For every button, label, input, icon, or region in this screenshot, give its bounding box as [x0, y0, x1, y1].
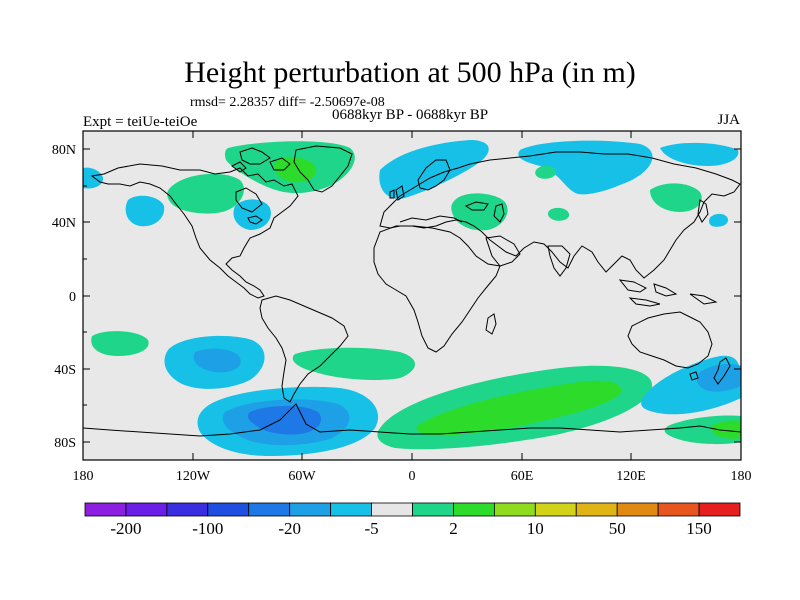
blob-small-atlantic-green [535, 165, 556, 179]
plot-title: Height perturbation at 500 hPa (in m) [184, 56, 636, 89]
lat-label-80n: 80N [52, 143, 76, 158]
blob-pacific-nw-blue [83, 167, 104, 189]
lon-label-180e: 180 [731, 469, 752, 484]
colorbar-swatch [575, 502, 618, 517]
lon-label-120e: 120E [616, 469, 646, 484]
coastline-africa [373, 225, 501, 353]
colorbar-swatch [289, 502, 332, 517]
lat-label-80s: 80S [54, 436, 76, 451]
lon-label-180w: 180 [73, 469, 94, 484]
map-panel [83, 131, 741, 460]
blob-pacific-ne-blue [125, 195, 165, 227]
colorbar-swatch [371, 502, 413, 517]
blob-south-america-green [292, 347, 415, 380]
blob-south-pacific-green [91, 331, 149, 356]
coastline-new-zealand [713, 357, 731, 385]
coastline-black-sea [464, 201, 489, 211]
colorbar-tick-label: -200 [110, 519, 141, 538]
colorbar-tick-label: 2 [449, 519, 458, 538]
blob-australia-south-blue-core [696, 364, 741, 392]
coastline-arctic-islands [231, 147, 291, 173]
axis-ticks [82, 131, 742, 460]
coastline-scandinavia [417, 159, 451, 191]
coastline-madagascar [485, 313, 497, 335]
coastline-greenland [293, 145, 353, 193]
blob-europe-green [451, 193, 508, 231]
coastline-antarctica [83, 403, 741, 437]
lat-label-40s: 40S [54, 363, 76, 378]
lon-label-0: 0 [409, 469, 416, 484]
coastline-india [547, 245, 571, 277]
blob-greenland-core [274, 157, 317, 183]
blob-north-america-green [167, 173, 244, 214]
lon-label-120w: 120W [176, 469, 211, 484]
colorbar-swatch [166, 502, 209, 517]
coastline-caspian [493, 203, 505, 223]
colorbar-tick-label: -100 [192, 519, 223, 538]
blob-eurasia-small-green [547, 207, 570, 221]
latitude-labels: 80N 40N 0 40S 80S [52, 143, 76, 451]
colorbar-swatch [412, 502, 454, 517]
coastline-mediterranean [399, 215, 463, 223]
blob-southern-ocean-green-core [416, 380, 622, 436]
colorbar-labels: -200 -100 -20 -5 2 10 50 150 [110, 519, 711, 538]
lat-label-40n: 40N [52, 216, 76, 231]
blob-arctic-east-blue [660, 142, 739, 166]
blob-far-east-blue [709, 213, 728, 227]
colorbar-tick-label: 50 [609, 519, 626, 538]
coastline-hudson-bay [235, 187, 263, 213]
colorbar-swatch [330, 502, 372, 517]
blob-ross-sea-green-core [711, 420, 741, 439]
experiment-label: Expt = teiUe-teiOe [83, 114, 198, 130]
coastline-se-asia-islands [618, 279, 718, 307]
coastline-north-america [90, 163, 299, 299]
blob-south-pacific-blue-core [193, 348, 241, 373]
coastline-tasmania [689, 371, 699, 381]
blob-hudson-blue [233, 199, 271, 230]
colorbar-tick-label: -5 [364, 519, 378, 538]
colorbar-swatch [453, 502, 495, 517]
blob-north-atlantic-blue [379, 140, 489, 199]
season-label: JJA [717, 112, 740, 128]
lat-label-0: 0 [69, 290, 76, 305]
colorbar-swatch [493, 502, 536, 517]
period-label: 0688kyr BP - 0688kyr BP [332, 107, 488, 123]
colorbar-swatch [207, 502, 250, 517]
lon-label-60w: 60W [288, 469, 316, 484]
blob-east-asia-green [650, 183, 702, 212]
colorbar-swatch [84, 502, 127, 517]
coastline-australia [627, 311, 713, 369]
contour-fills [83, 140, 741, 456]
stats-text: rmsd= 2.28357 diff= -2.50697e-08 [190, 95, 385, 110]
colorbar-swatch [657, 502, 700, 517]
colorbar-tick-label: -20 [278, 519, 301, 538]
coastline-great-lakes [247, 215, 263, 225]
coastline-south-america [259, 295, 349, 403]
colorbar-swatch [698, 502, 741, 517]
colorbar-swatch [616, 502, 659, 517]
colorbar-tick-label: 150 [686, 519, 712, 538]
coastline-british-isles [389, 185, 405, 201]
coastline-japan [697, 199, 709, 223]
colorbar-swatch [534, 502, 577, 517]
lon-label-60e: 60E [511, 469, 534, 484]
colorbar-swatch [125, 502, 168, 517]
colorbar [84, 502, 741, 517]
coastline-arabia [485, 235, 521, 267]
colorbar-tick-label: 10 [527, 519, 544, 538]
longitude-labels: 180 120W 60W 0 60E 120E 180 [73, 469, 752, 484]
coastlines [83, 145, 741, 437]
colorbar-swatch [248, 502, 291, 517]
